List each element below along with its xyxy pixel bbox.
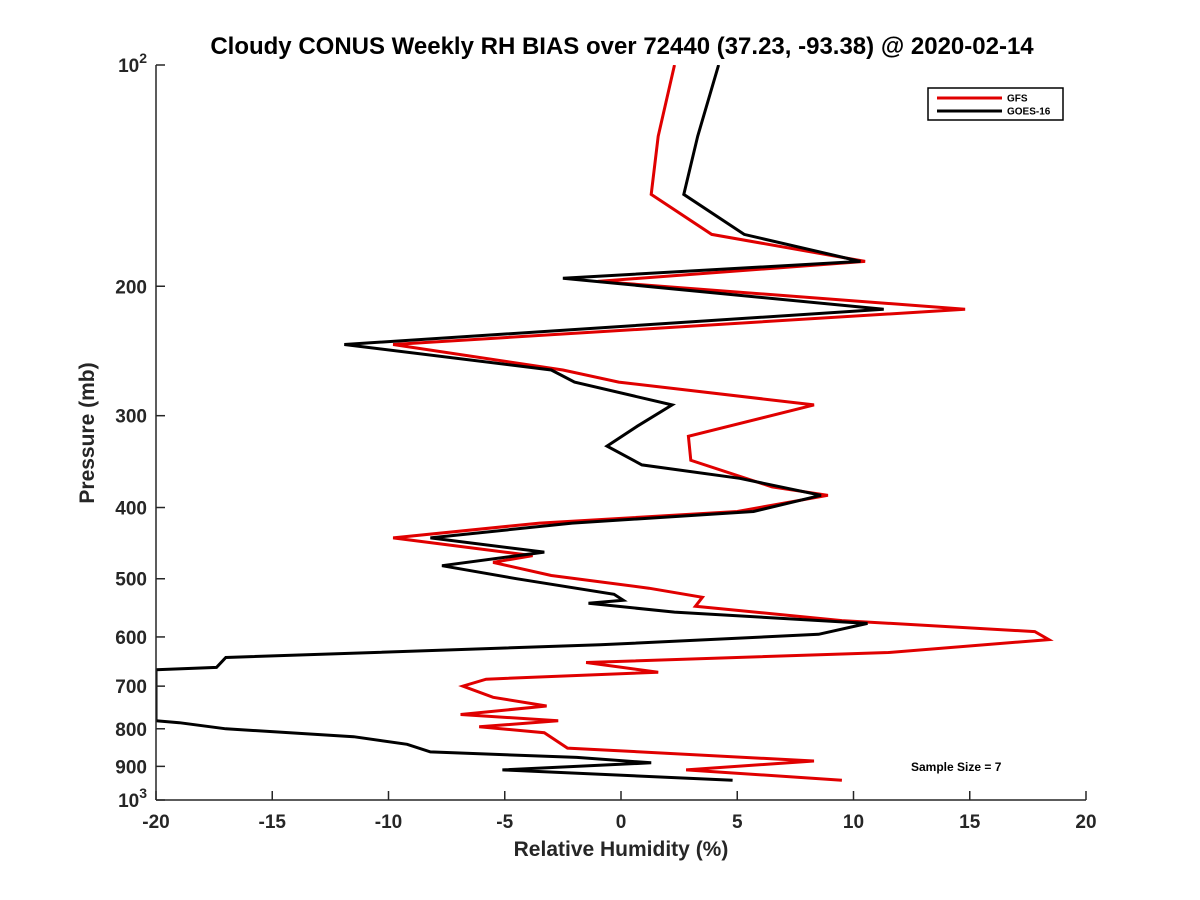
plot-area [155,65,1086,801]
y-tick-label: 700 [115,677,147,698]
y-tick-label: 400 [115,499,147,520]
series-line-gfs [392,65,1054,782]
x-tick-label: 15 [959,812,981,833]
x-tick-label: 5 [732,812,743,833]
y-tick-label: 800 [115,720,147,741]
y-tick-label: 900 [115,757,147,778]
x-tick-label: 20 [1075,812,1096,833]
x-tick-label: -10 [375,812,402,833]
x-tick-label: 10 [843,812,864,833]
chart-title: Cloudy CONUS Weekly RH BIAS over 72440 (… [210,33,1034,60]
y-tick-label: 103 [118,785,147,812]
sample-size-annotation: Sample Size = 7 [911,760,1002,774]
y-tick-label: 500 [115,570,147,591]
x-axis-label: Relative Humidity (%) [514,838,729,861]
x-axis-ticks: -20 -15 -10 -5 0 5 10 15 20 [142,791,1097,833]
y-tick-label: 300 [115,407,147,428]
y-axis-ticks: 102 200 300 400 500 600 700 800 900 103 [115,50,165,812]
x-tick-label: -5 [496,812,513,833]
legend-box [927,87,1064,121]
y-tick-label: 200 [115,277,147,298]
x-tick-label: -15 [259,812,287,833]
y-axis-label: Pressure (mb) [76,362,99,503]
y-tick-label: 102 [118,50,147,77]
legend: GFS GOES-16 [927,87,1064,121]
legend-label: GFS [1007,94,1028,105]
series-line-goes-16 [156,65,884,782]
x-tick-label: -20 [142,812,169,833]
y-tick-label: 600 [115,628,147,649]
x-tick-label: 0 [616,812,627,833]
legend-label: GOES-16 [1007,107,1051,118]
